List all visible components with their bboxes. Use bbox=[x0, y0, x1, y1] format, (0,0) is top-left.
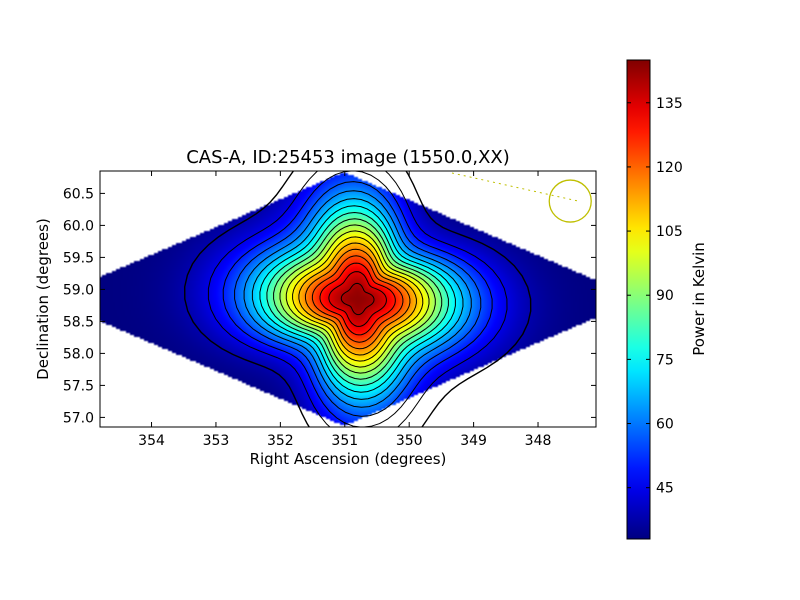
beam-circle bbox=[548, 179, 592, 223]
colorbar-tick-label: 105 bbox=[656, 224, 683, 240]
chart-title: CAS-A, ID:25453 image (1550.0,XX) bbox=[186, 147, 510, 168]
y-tick-label: 59.5 bbox=[63, 250, 94, 266]
contour-lines bbox=[183, 171, 532, 427]
contour-level-140 bbox=[340, 282, 375, 316]
y-tick-label: 60.5 bbox=[63, 186, 94, 202]
colorbar-tick-label: 45 bbox=[656, 481, 674, 497]
x-tick-label: 351 bbox=[331, 433, 358, 449]
y-tick-label: 57.5 bbox=[63, 378, 94, 394]
y-tick-label: 58.0 bbox=[63, 346, 94, 362]
x-tick-label: 352 bbox=[267, 433, 294, 449]
colorbar-tick-label: 90 bbox=[656, 288, 674, 304]
y-axis-ticks: 57.0 57.5 58.0 58.5 59.0 59.5 60.0 60.5 bbox=[63, 186, 596, 426]
x-tick-label: 353 bbox=[203, 433, 230, 449]
colorbar-ticks: 45 60 75 90 105 120 135 bbox=[627, 96, 683, 497]
contour-level-104 bbox=[292, 236, 424, 362]
contour-level-110 bbox=[298, 242, 417, 356]
contour-level-74 bbox=[259, 205, 456, 393]
colorbar-tick-label: 60 bbox=[656, 417, 674, 433]
contour-level-38 bbox=[183, 171, 532, 427]
x-tick-label: 348 bbox=[525, 433, 552, 449]
contour-level-134 bbox=[328, 271, 387, 327]
contour-level-50 bbox=[222, 171, 493, 427]
colorbar-tick-label: 135 bbox=[656, 96, 683, 112]
colorbar-tick-label: 120 bbox=[656, 160, 683, 176]
y-tick-label: 60.0 bbox=[63, 218, 94, 234]
x-axis-ticks: 354 353 352 351 350 349 348 bbox=[138, 171, 551, 449]
y-tick-label: 58.5 bbox=[63, 314, 94, 330]
contour-level-116 bbox=[304, 248, 411, 350]
y-axis-label: Declination (degrees) bbox=[34, 218, 52, 380]
colorbar-label: Power in Kelvin bbox=[690, 242, 708, 356]
x-axis-label: Right Ascension (degrees) bbox=[250, 450, 447, 468]
contour-level-44 bbox=[207, 171, 508, 427]
beam-marker bbox=[451, 172, 592, 223]
y-tick-label: 57.0 bbox=[63, 410, 94, 426]
contour-level-86 bbox=[273, 218, 443, 380]
contour-level-62 bbox=[243, 190, 472, 408]
contour-level-56 bbox=[234, 181, 482, 417]
contour-level-68 bbox=[251, 198, 464, 400]
x-tick-label: 350 bbox=[396, 433, 423, 449]
x-tick-label: 354 bbox=[138, 433, 165, 449]
contour-level-80 bbox=[266, 211, 449, 387]
contour-level-122 bbox=[311, 255, 404, 343]
contour-level-92 bbox=[279, 224, 436, 374]
colorbar: 45 60 75 90 105 120 135 bbox=[626, 59, 683, 540]
x-tick-label: 349 bbox=[460, 433, 487, 449]
y-tick-label: 59.0 bbox=[63, 282, 94, 298]
plot-area: 354 353 352 351 350 349 348 57.0 57.5 58.0 58.5 59… bbox=[63, 170, 597, 449]
colorbar-tick-label: 75 bbox=[656, 352, 674, 368]
contour-level-98 bbox=[285, 230, 430, 368]
contour-level-128 bbox=[319, 262, 396, 336]
